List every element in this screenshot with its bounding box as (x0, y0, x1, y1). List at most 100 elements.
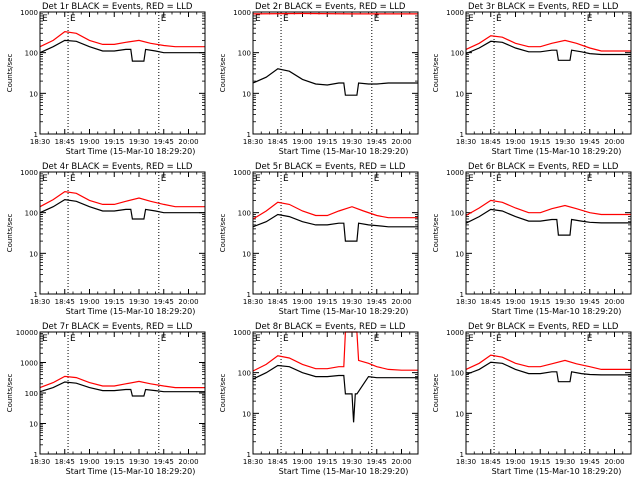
panel-title: Det 5r BLACK = Events, RED = LLD (255, 162, 406, 172)
y-tick-label: 1000 (233, 9, 251, 17)
y-tick-label: 10 (455, 410, 464, 418)
plot-frame (252, 331, 419, 455)
y-axis-label: Counts/sec (219, 374, 227, 413)
y-axis-label: Counts/sec (432, 214, 440, 253)
y-tick-label: 1000 (20, 169, 38, 177)
y-tick-label: 1 (34, 131, 38, 139)
x-tick-label: 19:45 (580, 298, 600, 306)
series-line-red-lld (39, 30, 205, 48)
event-marker-label: E (587, 174, 593, 184)
detector-panel-8: Det 8r BLACK = Events, RED = LLD Counts/s… (219, 322, 419, 476)
x-axis-label: Start Time (15-Mar-10 18:29:20) (66, 147, 196, 156)
y-axis-label: Counts/sec (219, 214, 227, 253)
event-marker-label: E (70, 334, 76, 344)
panel-title: Det 1r BLACK = Events, RED = LLD (42, 2, 193, 12)
y-tick-label: 1 (460, 291, 464, 299)
plot-frame (252, 171, 419, 295)
x-tick-label: 19:15 (104, 298, 124, 306)
x-tick-label: 19:15 (317, 458, 337, 466)
event-marker-label-left: E (42, 334, 48, 344)
y-tick-label: 100 (238, 370, 251, 378)
x-tick-label: 20:00 (604, 298, 624, 306)
y-tick-label: 1000 (20, 9, 38, 17)
y-tick-label: 1000 (446, 9, 464, 17)
series-line-black-events (39, 39, 205, 62)
detector-panel-5: Det 5r BLACK = Events, RED = LLD Counts/s… (219, 162, 419, 316)
x-axis-label: Start Time (15-Mar-10 18:29:20) (492, 147, 622, 156)
x-tick-label: 18:45 (55, 138, 75, 146)
y-tick-label: 1 (247, 291, 251, 299)
x-tick-label: 18:45 (481, 458, 501, 466)
x-tick-label: 19:45 (367, 138, 387, 146)
event-marker-label: E (70, 14, 76, 24)
y-tick-label: 10 (29, 250, 38, 258)
series-line-red-lld (465, 35, 631, 52)
x-tick-label: 19:45 (580, 458, 600, 466)
y-tick-label: 1000 (20, 360, 38, 368)
y-axis-label: Counts/sec (219, 54, 227, 93)
event-marker-label: E (587, 14, 593, 24)
x-tick-label: 19:00 (505, 298, 525, 306)
series-line-black-events (252, 213, 418, 242)
series-line-black-events (252, 68, 418, 96)
y-tick-label: 10 (242, 410, 251, 418)
x-tick-label: 19:30 (555, 298, 575, 306)
x-tick-label: 19:00 (292, 138, 312, 146)
series-line-black-events (465, 208, 631, 236)
x-axis-label: Start Time (15-Mar-10 18:29:20) (492, 307, 622, 316)
x-tick-label: 19:00 (292, 298, 312, 306)
plot-frame (39, 331, 206, 455)
event-marker-label: E (283, 14, 289, 24)
x-tick-label: 18:45 (481, 298, 501, 306)
panel-title: Det 4r BLACK = Events, RED = LLD (42, 162, 193, 172)
series-line-black-events (39, 381, 205, 397)
detector-panel-2: Det 2r BLACK = Events, RED = LLD Counts/s… (219, 2, 419, 156)
x-tick-label: 18:30 (243, 458, 263, 466)
x-tick-label: 19:45 (367, 458, 387, 466)
x-tick-label: 20:00 (604, 458, 624, 466)
series-line-red-lld (465, 354, 631, 370)
y-tick-label: 10 (29, 421, 38, 429)
panel-title: Det 3r BLACK = Events, RED = LLD (468, 2, 619, 12)
y-tick-label: 100 (25, 210, 38, 218)
x-tick-label: 19:45 (154, 458, 174, 466)
y-tick-label: 1 (247, 131, 251, 139)
x-axis-label: Start Time (15-Mar-10 18:29:20) (279, 307, 409, 316)
event-marker-label: E (587, 334, 593, 344)
x-tick-label: 18:45 (268, 298, 288, 306)
x-axis-label: Start Time (15-Mar-10 18:29:20) (279, 147, 409, 156)
x-tick-label: 19:15 (530, 298, 550, 306)
x-tick-label: 19:45 (580, 138, 600, 146)
x-tick-label: 20:00 (178, 298, 198, 306)
y-axis-label: Counts/sec (432, 374, 440, 413)
x-tick-label: 18:45 (55, 458, 75, 466)
x-axis-label: Start Time (15-Mar-10 18:29:20) (66, 467, 196, 476)
y-tick-label: 100 (451, 50, 464, 58)
x-tick-label: 19:15 (530, 138, 550, 146)
event-marker-label-left: E (255, 14, 261, 24)
series-line-black-events (39, 198, 205, 220)
x-tick-label: 19:30 (342, 298, 362, 306)
x-tick-label: 18:30 (243, 298, 263, 306)
y-tick-label: 10 (242, 250, 251, 258)
x-axis-label: Start Time (15-Mar-10 18:29:20) (492, 467, 622, 476)
x-tick-label: 19:30 (342, 138, 362, 146)
event-marker-label-left: E (255, 334, 261, 344)
y-tick-label: 1 (34, 291, 38, 299)
panel-title: Det 6r BLACK = Events, RED = LLD (468, 162, 619, 172)
plot-frame (252, 11, 419, 135)
x-tick-label: 18:30 (30, 298, 50, 306)
event-marker-label: E (70, 174, 76, 184)
event-marker-label-left: E (468, 174, 474, 184)
event-marker-label: E (374, 14, 380, 24)
event-marker-label: E (374, 334, 380, 344)
event-marker-label: E (161, 14, 167, 24)
y-tick-label: 100 (25, 390, 38, 398)
series-line-black-events (465, 361, 631, 383)
y-axis-label: Counts/sec (6, 54, 14, 93)
x-tick-label: 19:30 (129, 298, 149, 306)
y-tick-label: 1 (460, 451, 464, 459)
x-tick-label: 18:30 (30, 138, 50, 146)
series-line-red-lld (465, 199, 631, 217)
y-tick-label: 1 (34, 451, 38, 459)
